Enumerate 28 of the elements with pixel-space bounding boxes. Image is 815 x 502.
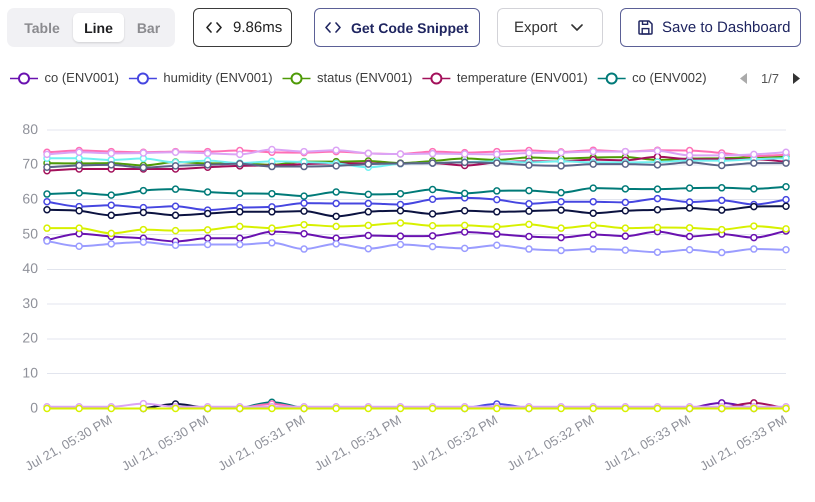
y-tick-label: 50: [22, 225, 38, 242]
legend-label: temperature (ENV001): [456, 70, 588, 86]
legend-label: co (ENV002): [632, 70, 707, 86]
legend-label: co (ENV001): [44, 70, 119, 86]
x-tick-label: Jul 21, 05:32 PM: [408, 412, 500, 474]
y-tick-label: 60: [22, 190, 38, 206]
y-tick-label: 80: [22, 120, 38, 137]
view-tab: Table: [12, 13, 72, 42]
view-tab: Bar: [126, 13, 171, 42]
legend-label: humidity (ENV001): [163, 70, 273, 86]
save-button: Save to Dashboard: [620, 8, 801, 47]
x-tick-label: Jul 21, 05:31 PM: [215, 412, 308, 474]
legend-label: status (ENV001): [317, 70, 412, 86]
timing-button: 9.86ms: [193, 8, 292, 47]
code-snippet-button: Get Code Snippet: [314, 8, 480, 47]
y-tick-label: 10: [22, 364, 38, 381]
x-tick-label: Jul 21, 05:33 PM: [697, 412, 790, 474]
x-tick-label: Jul 21, 05:33 PM: [600, 412, 693, 474]
x-tick-label: Jul 21, 05:31 PM: [312, 412, 404, 474]
y-tick-label: 20: [22, 330, 38, 346]
legend-pager: 1/7: [740, 71, 800, 86]
x-tick-label: Jul 21, 05:32 PM: [504, 412, 597, 474]
y-tick-label: 40: [22, 260, 38, 276]
x-tick-label: Jul 21, 05:30 PM: [118, 412, 211, 474]
y-tick-label: 30: [22, 294, 38, 311]
export-dropdown: Export: [497, 8, 603, 47]
y-tick-label: 70: [22, 156, 38, 172]
view-tab: Line: [73, 13, 124, 42]
